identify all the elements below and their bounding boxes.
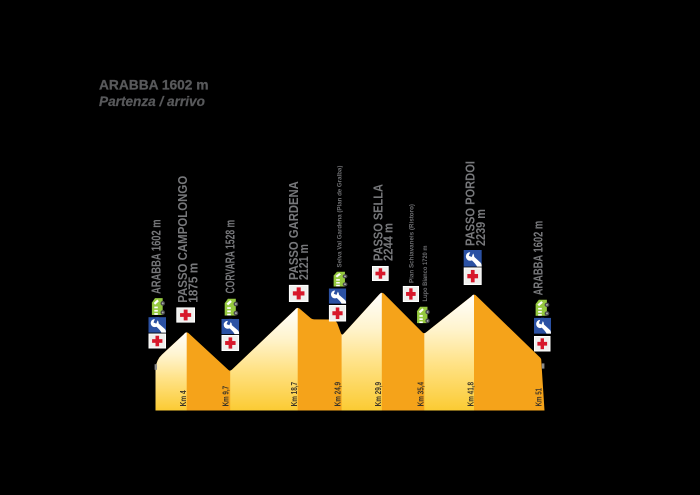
svg-text:Km 29,9: Km 29,9 bbox=[373, 382, 383, 406]
svg-text:2239 m: 2239 m bbox=[473, 209, 488, 246]
svg-text:ARABBA 1602 m: ARABBA 1602 m bbox=[532, 221, 546, 296]
svg-text:Km 41,8: Km 41,8 bbox=[465, 382, 475, 406]
svg-text:ARABBA 1602 m: ARABBA 1602 m bbox=[150, 219, 164, 294]
svg-text:CORVARA 1528 m: CORVARA 1528 m bbox=[224, 220, 238, 294]
svg-text:PASSO GARDENA: PASSO GARDENA bbox=[286, 181, 301, 280]
svg-text:Km 4: Km 4 bbox=[178, 390, 188, 407]
svg-text:Km 9,7: Km 9,7 bbox=[220, 386, 230, 407]
svg-text:PASSO SELLA: PASSO SELLA bbox=[371, 184, 386, 261]
svg-text:ARABBA 1602 m: ARABBA 1602 m bbox=[99, 76, 209, 92]
svg-text:Km 35,4: Km 35,4 bbox=[415, 381, 425, 406]
svg-text:Pian Schiavaneis (Ristoro): Pian Schiavaneis (Ristoro) bbox=[408, 204, 415, 283]
svg-text:2244 m: 2244 m bbox=[381, 223, 396, 261]
svg-text:Selva Val Gardena (Plan de Gra: Selva Val Gardena (Plan de Gralba) bbox=[336, 166, 343, 268]
svg-text:Km 24,9: Km 24,9 bbox=[332, 382, 342, 406]
svg-text:2121 m: 2121 m bbox=[296, 244, 311, 280]
svg-text:PASSO CAMPOLONGO: PASSO CAMPOLONGO bbox=[175, 175, 190, 302]
svg-text:1875 m: 1875 m bbox=[186, 263, 201, 303]
svg-text:PASSO PORDOI: PASSO PORDOI bbox=[463, 161, 478, 246]
svg-text:Partenza / arrivo: Partenza / arrivo bbox=[99, 93, 205, 109]
svg-text:Lupo Bianco 1720 m: Lupo Bianco 1720 m bbox=[422, 245, 430, 301]
svg-text:Km 18,7: Km 18,7 bbox=[289, 382, 299, 406]
svg-text:Km 51: Km 51 bbox=[534, 388, 544, 406]
